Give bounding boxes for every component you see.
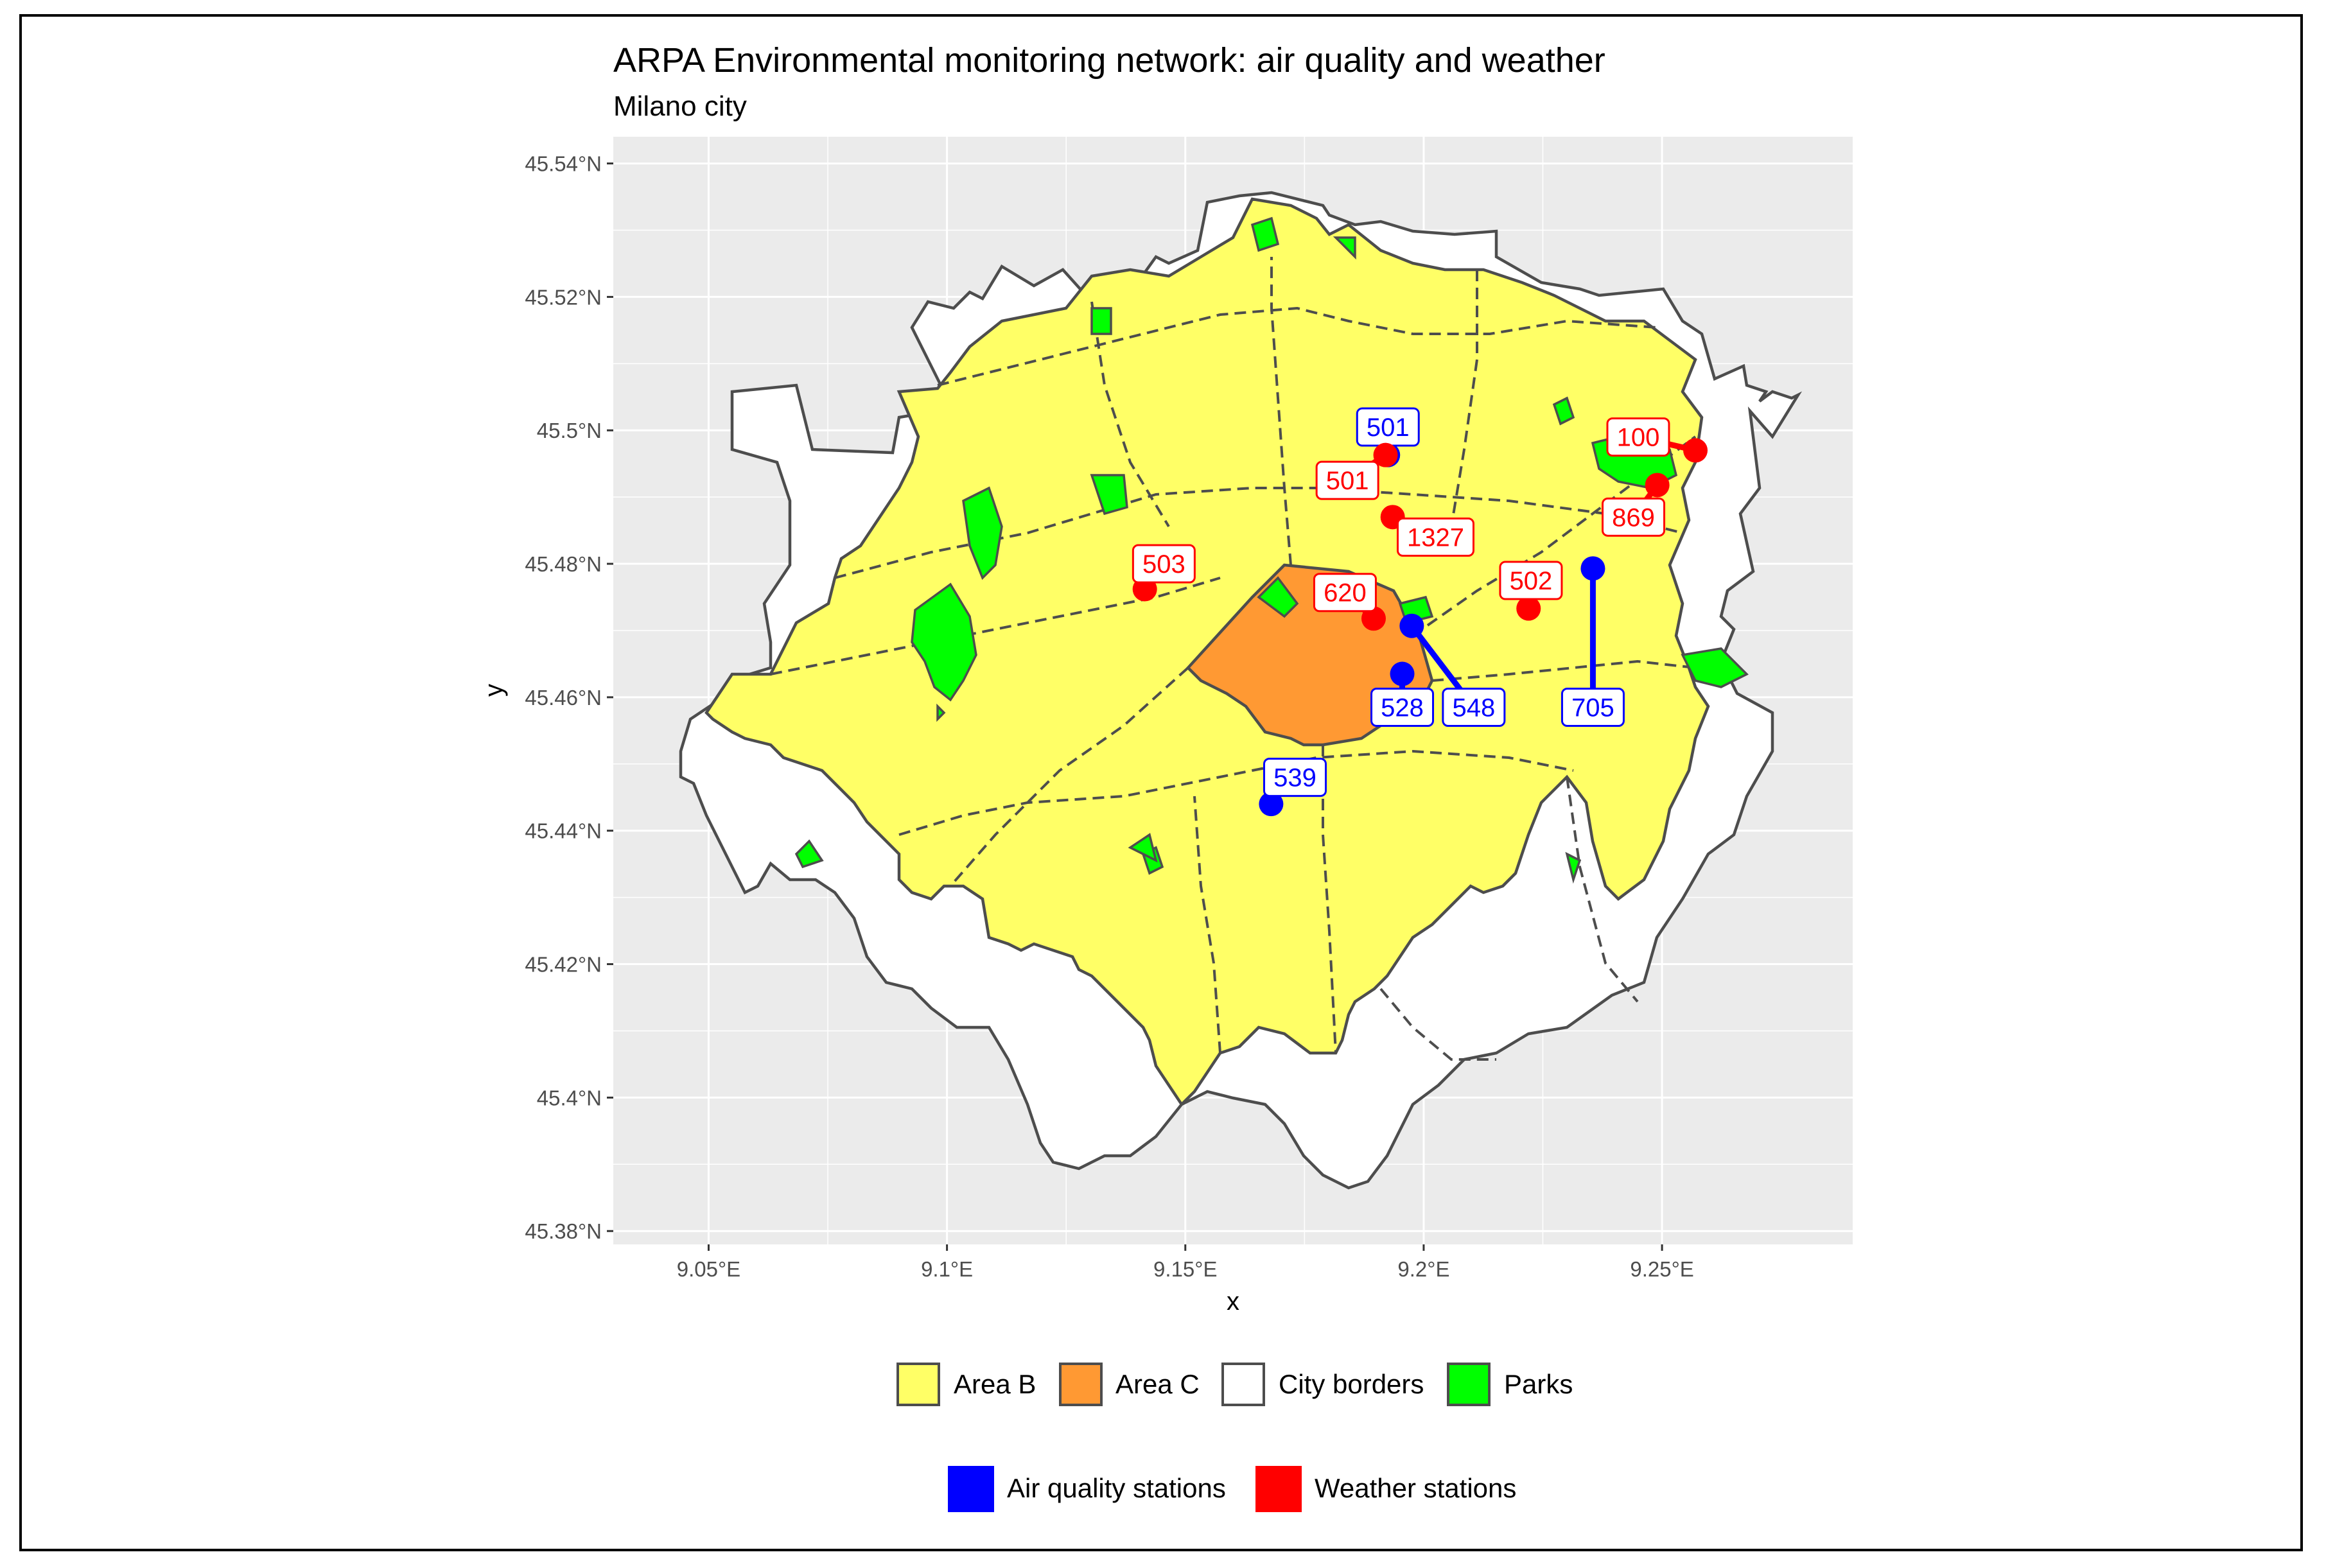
x-tick-label: 9.15°E: [1153, 1257, 1217, 1281]
station-point: [1580, 556, 1605, 581]
y-tick-label: 45.46°N: [525, 686, 602, 710]
station-label: 869: [1612, 503, 1655, 532]
x-axis-title: x: [1227, 1287, 1239, 1316]
station-label: 100: [1617, 424, 1660, 452]
fill-legend-swatch: [1059, 1363, 1103, 1406]
stations-legend-item: Air quality stations: [948, 1466, 1226, 1512]
fill-legend: Area B Area C City borders Parks: [896, 1363, 1573, 1406]
station-label-box: [1370, 687, 1435, 727]
y-tick-label: 45.54°N: [525, 152, 602, 176]
weather-station: 869: [1602, 473, 1670, 537]
station-label: 539: [1273, 764, 1316, 792]
station-label-box: [1499, 561, 1563, 600]
station-label: 502: [1510, 567, 1553, 595]
weather-station: 501: [1315, 442, 1398, 500]
weather-station: 502: [1499, 561, 1563, 621]
fill-legend-swatch: [1447, 1363, 1491, 1406]
station-label-box: [1561, 687, 1625, 727]
stations-layer: 501 528 548 705 539 501 1327 503 620 502 100 869: [1132, 407, 1708, 817]
fill-legend-item: Area C: [1059, 1363, 1200, 1406]
y-tick-label: 45.5°N: [537, 419, 602, 442]
fill-legend-swatch: [1221, 1363, 1265, 1406]
station-label-box: [1315, 460, 1379, 500]
y-tick-label: 45.52°N: [525, 285, 602, 309]
station-point: [1683, 438, 1708, 463]
stations-legend-item: Weather stations: [1255, 1466, 1516, 1512]
station-label-box: [1263, 758, 1327, 797]
weather-station: 503: [1132, 544, 1196, 602]
station-label: 528: [1381, 693, 1424, 722]
station-label: 548: [1452, 693, 1495, 722]
station-point: [1373, 442, 1398, 467]
fill-legend-label: Area B: [954, 1369, 1036, 1399]
station-label: 620: [1324, 579, 1367, 607]
y-tick-label: 45.48°N: [525, 552, 602, 576]
weather-station: 100: [1606, 417, 1708, 463]
fill-legend-label: Parks: [1504, 1369, 1573, 1399]
x-tick-label: 9.1°E: [921, 1257, 973, 1281]
station-label: 501: [1367, 414, 1410, 442]
station-point: [1390, 661, 1415, 686]
y-tick-label: 45.38°N: [525, 1219, 602, 1243]
fill-legend-label: City borders: [1279, 1369, 1424, 1399]
axes: 9.05°E 9.1°E 9.15°E 9.2°E 9.25°E 45.38°N 45.4°…: [525, 152, 1693, 1281]
y-tick-label: 45.42°N: [525, 953, 602, 977]
station-label-box: [1606, 417, 1670, 457]
station-point: [1259, 792, 1284, 817]
fill-legend-label: Area C: [1115, 1369, 1200, 1399]
fill-legend-swatch: [896, 1363, 940, 1406]
air-quality-station: 528: [1370, 661, 1435, 727]
stations-legend-swatch: [1255, 1466, 1302, 1512]
weather-station: 1327: [1380, 505, 1474, 557]
stations-legend-label: Weather stations: [1315, 1473, 1516, 1503]
station-label-box: [1602, 497, 1666, 537]
station-point: [1516, 596, 1541, 621]
station-label: 503: [1142, 550, 1185, 579]
x-tick-label: 9.05°E: [677, 1257, 740, 1281]
station-label-box: [1132, 544, 1196, 584]
chart-title: ARPA Environmental monitoring network: a…: [613, 41, 1605, 80]
station-label: 1327: [1407, 523, 1464, 552]
stations-legend: Air quality stations Weather stations: [948, 1466, 1516, 1512]
y-tick-label: 45.4°N: [537, 1086, 602, 1110]
y-tick-label: 45.44°N: [525, 819, 602, 843]
chart-subtitle: Milano city: [613, 91, 747, 122]
y-axis-title: y: [480, 684, 508, 697]
weather-station: 620: [1313, 573, 1386, 631]
air-quality-station: 705: [1561, 556, 1625, 727]
parks-polygons: [794, 216, 1749, 884]
fill-legend-item: City borders: [1221, 1363, 1424, 1406]
stations-legend-swatch: [948, 1466, 994, 1512]
air-quality-station: 548: [1399, 613, 1506, 727]
fill-legend-item: Area B: [896, 1363, 1036, 1406]
station-point: [1645, 473, 1670, 498]
station-label-box: [1396, 517, 1474, 557]
station-label: 705: [1571, 693, 1614, 722]
station-label-box: [1313, 573, 1377, 613]
station-label: 501: [1326, 467, 1369, 495]
fill-legend-item: Parks: [1447, 1363, 1573, 1406]
map-geometry: [679, 191, 1803, 1190]
station-point: [1361, 606, 1386, 631]
x-tick-label: 9.25°E: [1630, 1257, 1693, 1281]
air-quality-station: 539: [1259, 758, 1327, 817]
x-tick-label: 9.2°E: [1397, 1257, 1449, 1281]
station-label-box: [1442, 687, 1506, 727]
stations-legend-label: Air quality stations: [1007, 1473, 1226, 1503]
station-point: [1399, 613, 1424, 638]
